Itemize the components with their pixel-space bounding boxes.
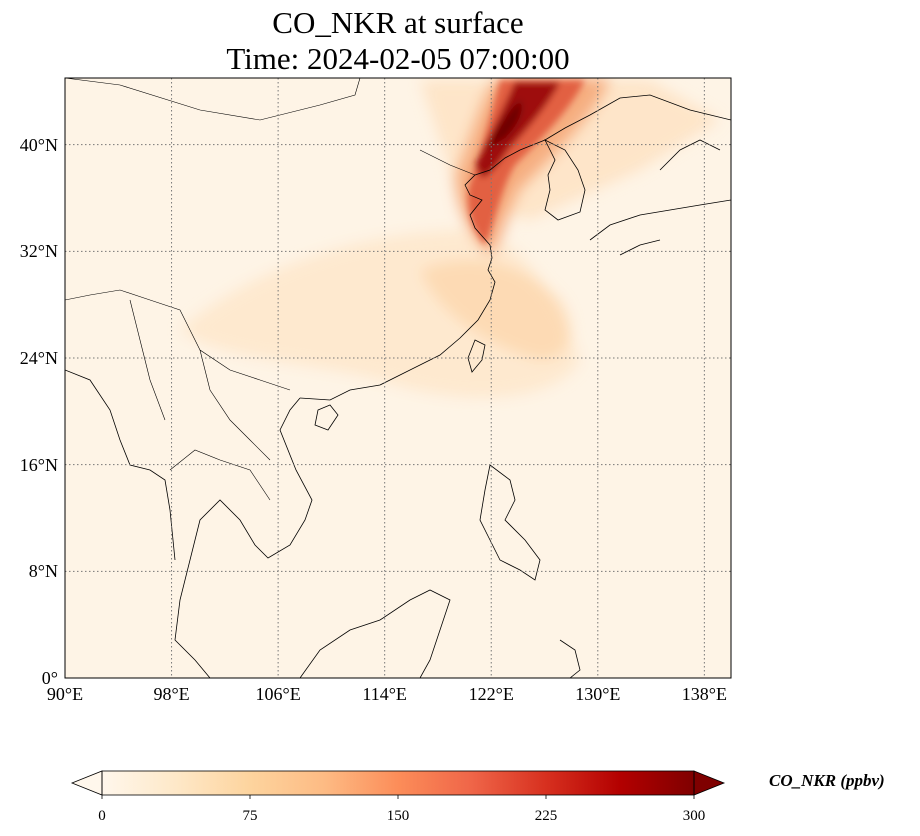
lat-tick-label: 40°N — [19, 134, 58, 155]
colorbar-tick-label: 0 — [98, 808, 106, 824]
gridlines — [65, 78, 731, 678]
coastline-hainan — [314, 404, 339, 431]
colorbar-extend-max — [693, 770, 726, 796]
plume-core — [475, 82, 560, 178]
colorbar-tickmarks — [101, 795, 695, 799]
coastline-borneo — [299, 589, 451, 678]
lon-tick-label: 106°E — [255, 684, 301, 704]
map-subtitle-time: Time: 2024-02-05 07:00:00 — [226, 41, 570, 76]
lon-tick-label: 138°E — [681, 684, 727, 704]
lon-tick-label: 130°E — [575, 684, 621, 704]
concentration-field — [180, 78, 720, 398]
border-china-north — [65, 78, 476, 176]
map-title: CO_NKR at surface — [272, 5, 524, 40]
haze-east-china-sea — [420, 260, 571, 360]
lat-tick-label: 8°N — [28, 561, 58, 582]
plume-peak — [485, 100, 522, 150]
coastline-indochina — [174, 397, 313, 678]
colorbar — [70, 770, 726, 799]
lon-tick-label: 98°E — [153, 684, 190, 704]
coastline-china — [299, 94, 731, 401]
colorbar-body — [102, 771, 694, 795]
lon-tick-label: 90°E — [46, 684, 84, 704]
lat-tick-label: 16°N — [19, 454, 58, 475]
lon-tick-label: 122°E — [468, 684, 514, 704]
colorbar-tick-label: 75 — [242, 808, 258, 824]
border-inland — [65, 289, 291, 501]
colorbar-label: CO_NKR (ppbv) — [769, 771, 885, 790]
coastline-philippines — [479, 464, 541, 581]
colorbar-extend-min — [70, 770, 103, 796]
lon-tick-label: 114°E — [362, 684, 407, 704]
coastline-taiwan — [467, 339, 486, 373]
lat-tick-label: 24°N — [19, 348, 58, 368]
coastline-indonesia-east — [559, 639, 581, 678]
lat-tick-label: 32°N — [19, 241, 58, 262]
colorbar-tick-label: 300 — [682, 808, 706, 824]
map-frame — [64, 77, 732, 679]
colorbar-tick-label: 225 — [534, 808, 558, 824]
coastline-korea — [544, 139, 586, 221]
colorbar-tick-label: 150 — [386, 808, 410, 824]
lat-tick-label: 0° — [41, 668, 58, 688]
